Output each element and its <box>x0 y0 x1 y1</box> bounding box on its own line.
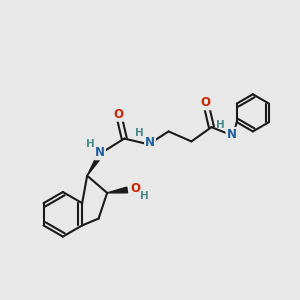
Text: N: N <box>145 136 155 149</box>
Text: N: N <box>95 146 105 159</box>
Text: N: N <box>226 128 236 141</box>
Text: O: O <box>201 96 211 110</box>
Polygon shape <box>107 187 128 193</box>
Text: O: O <box>131 182 141 195</box>
Text: H: H <box>85 139 94 149</box>
Polygon shape <box>87 151 104 176</box>
Text: H: H <box>217 120 225 130</box>
Text: O: O <box>114 108 124 121</box>
Text: H: H <box>135 128 144 138</box>
Text: H: H <box>140 191 149 201</box>
